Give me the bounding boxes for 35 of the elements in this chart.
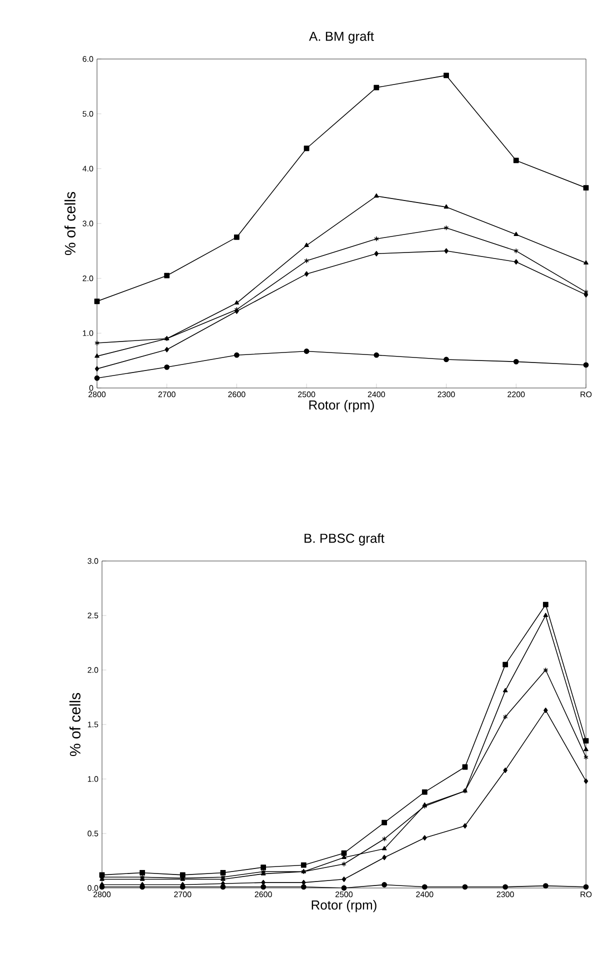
x-tick-label: 2400 xyxy=(416,892,434,898)
x-tick-label: 2800 xyxy=(88,392,106,398)
x-axis-title: Rotor (rpm) xyxy=(312,900,376,912)
x-tick-label: 2200 xyxy=(508,392,525,398)
chart-title: A. BM graft xyxy=(309,31,374,44)
y-tick-label: 3.0 xyxy=(82,220,94,226)
x-tick-label: 2300 xyxy=(438,392,455,398)
x-tick-label: 2300 xyxy=(496,892,514,898)
x-tick-label: 2700 xyxy=(174,892,192,898)
y-tick-label: 3.0 xyxy=(88,558,98,564)
x-tick-label: 2500 xyxy=(298,392,316,398)
y-tick-label: 1.0 xyxy=(88,776,98,782)
chart-title: B. PBSC graft xyxy=(304,533,384,546)
y-tick-label: 0.0 xyxy=(88,885,98,891)
x-tick-label: 2500 xyxy=(336,892,353,898)
y-tick-label: 2.0 xyxy=(82,276,94,282)
y-tick-label: 0.5 xyxy=(88,830,98,836)
x-tick-label: 2400 xyxy=(368,392,386,398)
x-tick-label: RO xyxy=(580,392,592,398)
y-tick-label: 2.0 xyxy=(88,667,98,673)
y-tick-label: 1.5 xyxy=(88,722,98,728)
x-tick-label: 2700 xyxy=(158,392,176,398)
y-tick-label: 2.5 xyxy=(88,612,98,618)
x-tick-label: 2800 xyxy=(94,892,111,898)
y-tick-label: 6.0 xyxy=(82,56,94,62)
x-tick-label: 2600 xyxy=(254,892,272,898)
x-tick-label: RO xyxy=(580,892,592,898)
y-tick-label: 5.0 xyxy=(82,111,94,117)
y-axis-title: % of cells xyxy=(69,692,80,756)
y-tick-label: 4.0 xyxy=(82,166,94,172)
y-tick-label: 0 xyxy=(89,385,94,391)
x-tick-label: 2600 xyxy=(228,392,246,398)
y-axis-title: % of cells xyxy=(64,192,76,256)
y-tick-label: 1.0 xyxy=(82,330,94,336)
x-axis-title: Rotor (rpm) xyxy=(309,400,374,412)
